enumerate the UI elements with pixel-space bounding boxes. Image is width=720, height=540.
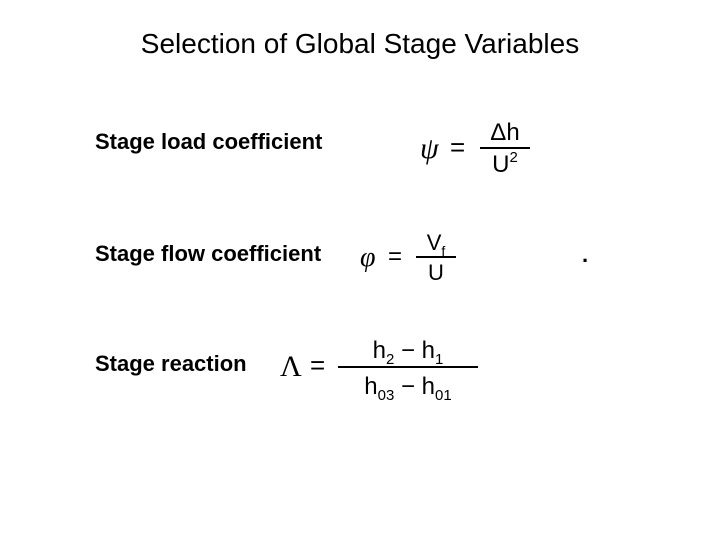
svg-text:Λ: Λ [280,350,302,383]
svg-text:ψ: ψ [420,132,440,165]
svg-text:=: = [450,132,465,162]
svg-text:U: U [428,260,444,285]
svg-text:=: = [310,350,325,380]
svg-text:Δh: Δh [490,119,519,146]
svg-text:=: = [388,243,402,270]
label-stage-flow: Stage flow coefficient [95,241,321,267]
label-stage-load: Stage load coefficient [95,129,322,155]
svg-text:Vf: Vf [427,230,446,259]
svg-text:φ: φ [360,242,376,273]
formula-lambda: Λ = h2 − h1 h03 − h01 [280,332,510,404]
slide-title: Selection of Global Stage Variables [0,28,720,60]
formula-psi: ψ = Δh U2 [420,116,570,182]
svg-text:h2 − h1: h2 − h1 [373,337,444,368]
svg-text:h03 − h01: h03 − h01 [364,373,451,404]
formula-phi: φ = Vf U [360,228,500,288]
label-stage-reaction: Stage reaction [95,351,247,377]
svg-text:U2: U2 [492,149,518,178]
annotation-dot: . [582,242,588,268]
slide: Selection of Global Stage Variables Stag… [0,0,720,540]
